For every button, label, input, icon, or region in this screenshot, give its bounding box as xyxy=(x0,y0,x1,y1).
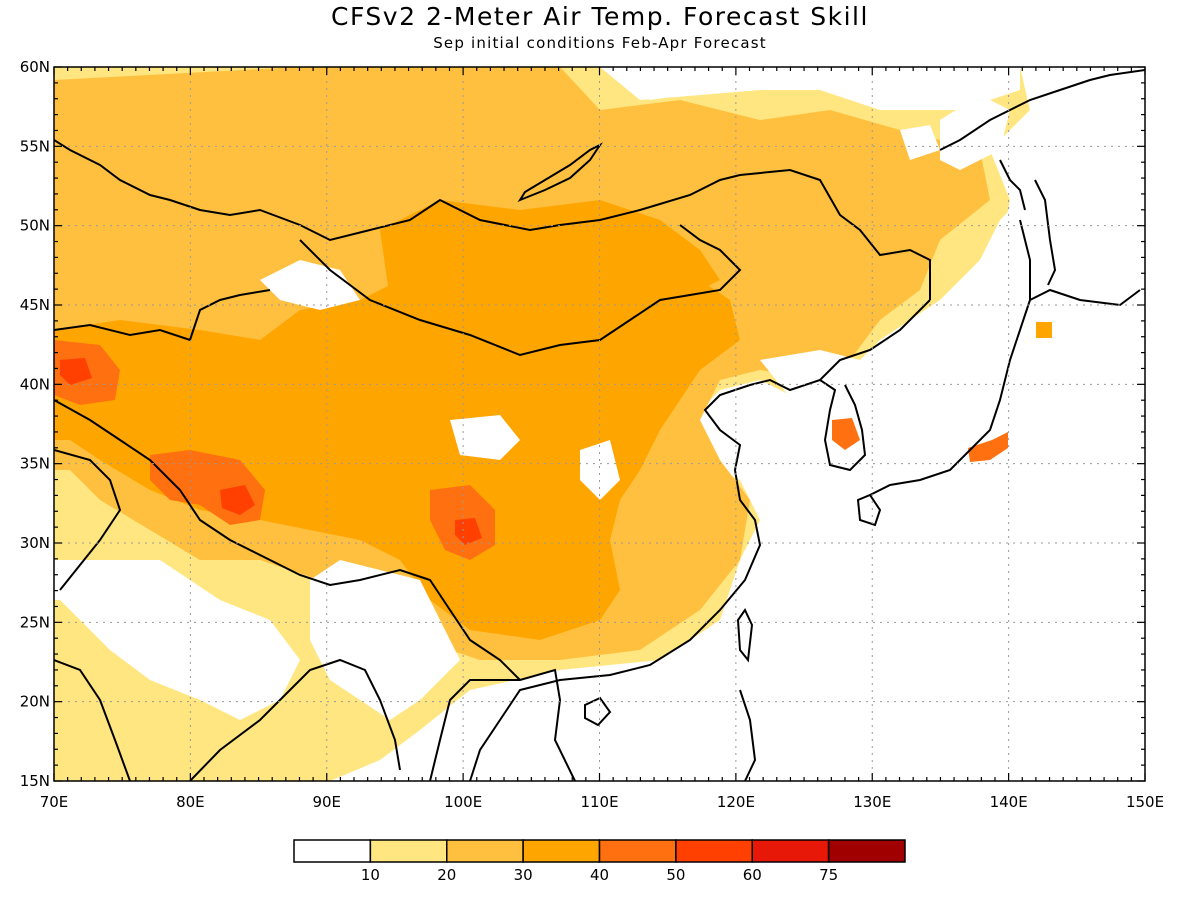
colorbar-segment xyxy=(293,839,372,863)
japan-coast xyxy=(869,219,1031,496)
skill-region-mongolia xyxy=(380,200,720,330)
latitude-label: 40N xyxy=(20,375,50,393)
coastlines xyxy=(54,69,1145,781)
axis-ticks xyxy=(53,66,1146,782)
map-title: CFSv2 2-Meter Air Temp. Forecast Skill xyxy=(331,2,869,31)
low-skill-hole-1 xyxy=(600,67,1020,110)
longitude-label: 130E xyxy=(853,793,891,811)
longitude-label: 70E xyxy=(40,793,69,811)
colorbar-segment xyxy=(751,839,830,863)
latitude-label: 45N xyxy=(20,296,50,314)
kyushu-coast xyxy=(856,493,882,527)
longitude-label: 150E xyxy=(1126,793,1164,811)
latitude-labels: 15N 20N 25N 30N 35N 40N 45N 50N 55N 60N xyxy=(20,58,50,790)
sakhalin-coast xyxy=(1034,179,1057,286)
skill-hotspot-korea xyxy=(832,418,860,450)
bay-of-bengal-coast xyxy=(189,658,401,781)
colorbar-segment xyxy=(598,839,677,863)
low-skill-hole-5 xyxy=(580,440,620,500)
skill-region-core xyxy=(54,240,740,640)
longitude-label: 110E xyxy=(580,793,618,811)
latitude-label: 55N xyxy=(20,137,50,155)
colorbar: 10 20 30 40 50 60 75 xyxy=(293,839,906,884)
skill-hotspot-tibet xyxy=(220,485,255,515)
longitude-label: 80E xyxy=(176,793,205,811)
hainan-coast xyxy=(584,696,612,727)
latitude-label: 25N xyxy=(20,613,50,631)
colorbar-label: 40 xyxy=(590,866,609,884)
longitude-label: 120E xyxy=(717,793,755,811)
colorbar-label: 30 xyxy=(514,866,533,884)
colorbar-segment xyxy=(369,839,448,863)
colorbar-label: 60 xyxy=(743,866,762,884)
map-subtitle: Sep initial conditions Feb-Apr Forecast xyxy=(433,34,767,52)
low-skill-hole-9 xyxy=(310,560,460,720)
east-russia-coast xyxy=(939,69,1145,151)
latitude-label: 30N xyxy=(20,534,50,552)
tibet-border xyxy=(54,399,521,681)
skill-hotspot-hokkaido xyxy=(1036,322,1052,338)
longitude-label: 90E xyxy=(312,793,341,811)
colorbar-label: 10 xyxy=(361,866,380,884)
longitude-label: 100E xyxy=(444,793,482,811)
low-skill-hole-2 xyxy=(590,180,1145,781)
mongolia-border xyxy=(299,224,742,357)
gridlines xyxy=(54,67,1145,781)
india-coast xyxy=(54,659,131,781)
longitude-labels: 70E 80E 90E 100E 110E 120E 130E 140E 150E xyxy=(40,793,1164,811)
latitude-label: 35N xyxy=(20,455,50,473)
caspian-border xyxy=(54,139,931,300)
india-border xyxy=(54,449,122,591)
latitude-label: 20N xyxy=(20,693,50,711)
low-skill-hole-6 xyxy=(54,560,300,720)
philippines-coast xyxy=(739,689,757,781)
low-skill-hole-8 xyxy=(940,95,1010,170)
colorbar-label: 20 xyxy=(437,866,456,884)
skill-hotspot-sichuan xyxy=(455,518,482,545)
china-coast xyxy=(469,299,931,781)
colorbar-segment xyxy=(446,839,524,863)
low-skill-hole-4 xyxy=(450,415,520,460)
low-skill-hole-7 xyxy=(900,125,940,160)
latitude-label: 60N xyxy=(20,58,50,76)
colorbar-label: 75 xyxy=(819,866,838,884)
colorbar-segment xyxy=(522,839,601,863)
skill-hotspot-west-2 xyxy=(60,358,92,385)
baikal-lake xyxy=(517,142,603,203)
longitude-label: 140E xyxy=(990,793,1028,811)
colorbar-label: 50 xyxy=(666,866,685,884)
taiwan-coast xyxy=(736,608,754,663)
colorbar-segment xyxy=(675,839,753,863)
latitude-label: 50N xyxy=(20,217,50,235)
low-skill-hole-3 xyxy=(260,260,360,310)
colorbar-segment xyxy=(827,839,906,863)
latitude-label: 15N xyxy=(20,772,50,790)
skill-hotspot-japan xyxy=(968,432,1008,462)
korea-coast xyxy=(819,379,867,472)
okhotsk-coast xyxy=(999,159,1026,211)
hokkaido-coast xyxy=(1029,288,1141,307)
